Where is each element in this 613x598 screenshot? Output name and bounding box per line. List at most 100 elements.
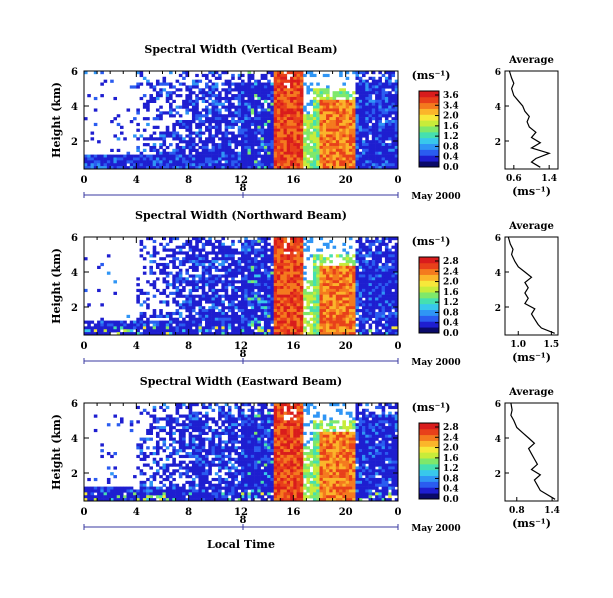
- heatmap-cell: [345, 323, 350, 327]
- heatmap-cell: [335, 105, 340, 109]
- heatmap-cell: [345, 117, 350, 121]
- heatmap-cell: [348, 102, 353, 106]
- heatmap-cell: [185, 326, 189, 330]
- heatmap-cell: [296, 117, 301, 121]
- heatmap-cell: [178, 495, 183, 499]
- heatmap-cell: [159, 417, 163, 421]
- heatmap-cell: [142, 483, 147, 487]
- heatmap-cell: [237, 257, 242, 261]
- heatmap-cell: [273, 99, 278, 103]
- heatmap-cell: [165, 446, 170, 450]
- heatmap-cell: [290, 311, 294, 316]
- heatmap-cell: [201, 148, 206, 152]
- heatmap-cell: [267, 82, 271, 86]
- heatmap-cell: [381, 280, 386, 284]
- heatmap-cell: [296, 99, 301, 103]
- heatmap-cell: [286, 79, 291, 83]
- heatmap-cell: [146, 137, 150, 141]
- heatmap-cell: [84, 489, 88, 493]
- heatmap-cell: [381, 317, 386, 321]
- heatmap-cell: [129, 489, 134, 493]
- heatmap-cell: [296, 265, 301, 269]
- heatmap-cell: [93, 157, 98, 161]
- heatmap-cell: [280, 262, 284, 267]
- heatmap-cell: [316, 314, 320, 318]
- heatmap-cell: [391, 140, 396, 144]
- heatmap-cell: [306, 137, 310, 141]
- average-unit-label: (ms⁻¹): [512, 185, 551, 198]
- heatmap-cell: [116, 326, 121, 330]
- heatmap-cell: [241, 326, 245, 330]
- heatmap-cell: [296, 154, 301, 158]
- heatmap-cell: [263, 288, 268, 293]
- heatmap-cell: [329, 145, 333, 150]
- avg-y-tick-label: 4: [495, 103, 501, 113]
- heatmap-cell: [368, 108, 373, 112]
- heatmap-cell: [218, 73, 222, 78]
- heatmap-cell: [139, 317, 144, 321]
- heatmap-cell: [100, 71, 104, 75]
- heatmap-cell: [113, 326, 118, 330]
- heatmap-cell: [290, 134, 294, 138]
- heatmap-cell: [198, 320, 203, 324]
- heatmap-cell: [352, 283, 356, 287]
- heatmap-cell: [169, 326, 173, 330]
- heatmap-cell: [191, 303, 196, 307]
- heatmap-cell: [348, 131, 353, 135]
- heatmap-cell: [214, 280, 219, 284]
- heatmap-cell: [188, 151, 193, 155]
- heatmap-cell: [388, 323, 392, 327]
- heatmap-cell: [322, 268, 327, 272]
- heatmap-cell: [178, 248, 183, 252]
- heatmap-cell: [293, 306, 297, 310]
- heatmap-cell: [329, 117, 333, 121]
- heatmap-cell: [214, 291, 219, 295]
- heatmap-cell: [257, 154, 261, 158]
- heatmap-cell: [172, 460, 176, 464]
- heatmap-cell: [100, 163, 104, 167]
- heatmap-cell: [250, 102, 255, 106]
- heatmap-cell: [365, 160, 369, 164]
- heatmap-cell: [270, 105, 275, 109]
- heatmap-cell: [172, 85, 176, 89]
- heatmap-cell: [371, 128, 376, 132]
- heatmap-cell: [172, 472, 176, 476]
- heatmap-cell: [178, 326, 183, 330]
- heatmap-cell: [306, 71, 310, 75]
- heatmap-cell: [191, 294, 196, 298]
- heatmap-cell: [136, 128, 140, 132]
- heatmap-cell: [352, 91, 356, 95]
- heatmap-cell: [146, 326, 150, 330]
- heatmap-cell: [178, 403, 183, 407]
- heatmap-cell: [231, 76, 235, 80]
- heatmap-cell: [208, 128, 212, 132]
- heatmap-cell: [384, 271, 389, 275]
- heatmap-cell: [188, 143, 193, 147]
- heatmap-cell: [159, 143, 163, 147]
- heatmap-cell: [155, 160, 160, 164]
- heatmap-cell: [263, 160, 268, 164]
- heatmap-cell: [375, 117, 379, 121]
- heatmap-cell: [139, 291, 144, 295]
- heatmap-cell: [178, 492, 183, 496]
- heatmap-cell: [234, 251, 239, 255]
- heatmap-cell: [296, 314, 301, 318]
- heatmap-cell: [371, 134, 376, 138]
- heatmap-cell: [241, 260, 245, 264]
- heatmap-cell: [247, 76, 252, 80]
- heatmap-cell: [165, 420, 170, 424]
- heatmap-cell: [283, 332, 288, 336]
- heatmap-cell: [195, 257, 199, 261]
- heatmap-cell: [263, 303, 268, 307]
- heatmap-cell: [257, 131, 261, 135]
- heatmap-cell: [335, 300, 340, 304]
- heatmap-cell: [293, 91, 297, 95]
- heatmap-cell: [384, 137, 389, 141]
- heatmap-cell: [237, 128, 242, 132]
- heatmap-cell: [195, 79, 199, 83]
- heatmap-cell: [362, 122, 366, 127]
- heatmap-cell: [290, 294, 294, 298]
- heatmap-cell: [381, 73, 386, 78]
- heatmap-cell: [322, 122, 327, 127]
- heatmap-cell: [224, 283, 229, 287]
